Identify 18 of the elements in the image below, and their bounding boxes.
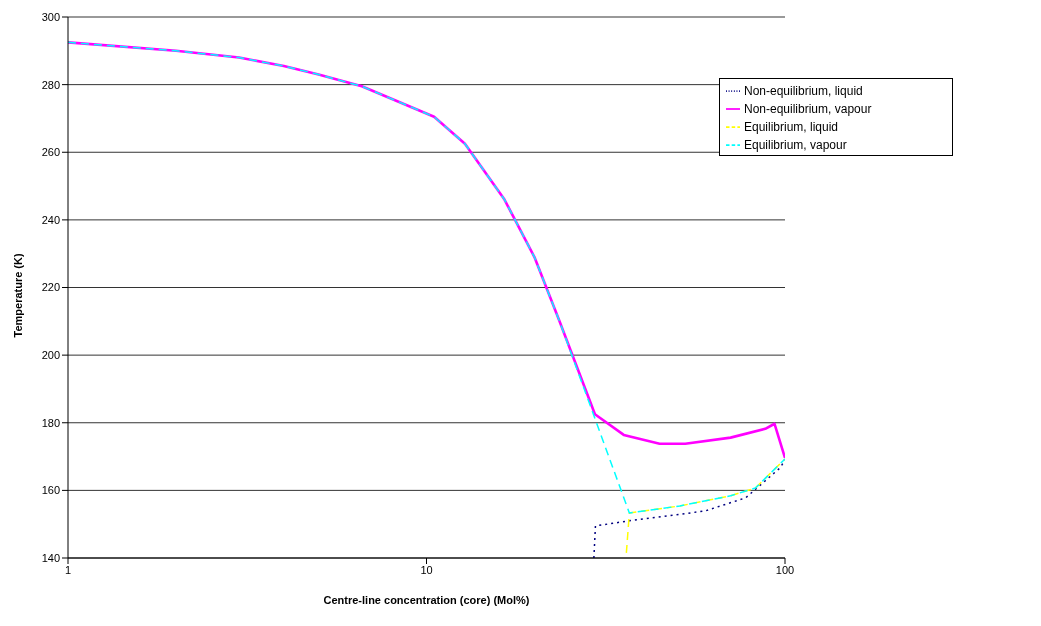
y-tick-label: 180: [41, 416, 60, 429]
x-axis-title: Centre-line concentration (core) (Mol%): [323, 594, 530, 606]
y-tick-label: 300: [41, 10, 60, 23]
y-tick-label: 260: [41, 146, 60, 159]
y-tick-label: 140: [41, 551, 60, 564]
x-tick-label: 1: [64, 563, 72, 576]
legend-label: Equilibrium, liquid: [744, 120, 839, 134]
x-tick-label: 10: [420, 563, 433, 576]
y-tick-label: 280: [41, 78, 60, 91]
y-tick-label: 160: [41, 484, 60, 497]
y-axis-title: Temperature (K): [11, 253, 24, 338]
legend-label: Non-equilibrium, vapour: [744, 102, 872, 116]
y-tick-label: 200: [41, 349, 60, 362]
y-tick-label: 220: [41, 281, 60, 294]
x-tick-label: 100: [775, 563, 795, 576]
legend-label: Non-equilibrium, liquid: [744, 84, 863, 98]
y-tick-label: 240: [41, 213, 60, 226]
legend-label: Equilibrium, vapour: [744, 138, 847, 152]
